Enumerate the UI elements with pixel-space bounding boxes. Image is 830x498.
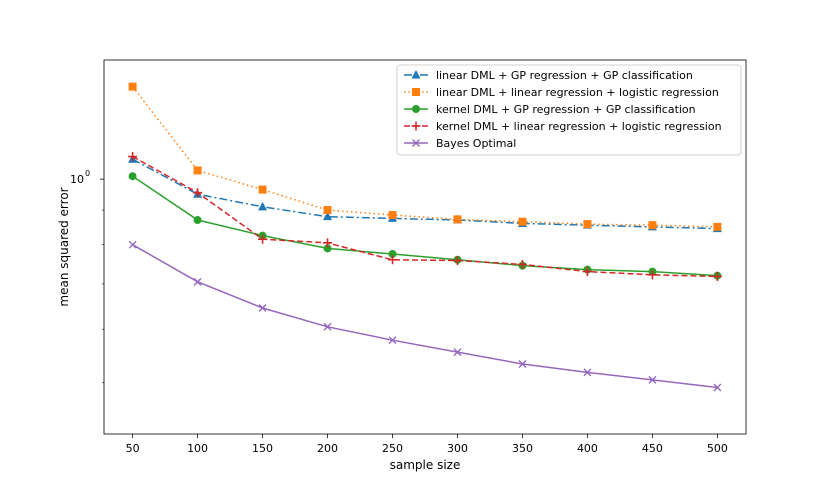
- data-point: [388, 250, 397, 259]
- data-point: [411, 70, 421, 79]
- legend-label: linear DML + GP regression + GP classifi…: [436, 69, 693, 82]
- data-point: [323, 322, 332, 331]
- series-4: [128, 152, 722, 281]
- data-point: [713, 222, 722, 231]
- data-point: [323, 238, 333, 248]
- data-point: [388, 255, 398, 265]
- data-point: [453, 348, 462, 357]
- data-point: [323, 206, 332, 215]
- data-point: [128, 240, 137, 249]
- legend: linear DML + GP regression + GP classifi…: [396, 64, 742, 156]
- x-tick-label: 500: [707, 442, 728, 455]
- x-tick-label: 150: [252, 442, 273, 455]
- data-point: [258, 201, 268, 211]
- data-point: [583, 220, 592, 229]
- data-point: [518, 360, 527, 368]
- data-point: [648, 375, 657, 384]
- legend-label: kernel DML + linear regression + logisti…: [436, 120, 722, 133]
- x-tick-label: 300: [447, 442, 468, 455]
- x-tick-label: 450: [642, 442, 663, 455]
- data-point: [258, 185, 267, 194]
- data-point: [128, 152, 138, 162]
- series-line: [132, 155, 718, 278]
- x-tick-label: 100: [187, 442, 208, 455]
- x-axis-ticks: 50 100 150 200 250 300 350 400 450 500: [126, 434, 728, 455]
- data-point: [323, 211, 333, 221]
- y-axis-label: mean squared error: [57, 187, 71, 306]
- series-5: [128, 240, 722, 392]
- data-point: [388, 336, 397, 345]
- x-tick-label: 250: [382, 442, 403, 455]
- data-point: [712, 271, 722, 281]
- legend-frame: [396, 64, 742, 156]
- legend-label: linear DML + linear regression + logisti…: [436, 86, 719, 99]
- data-point: [128, 82, 137, 91]
- data-point: [193, 166, 202, 175]
- data-point: [412, 88, 420, 96]
- series-2: [128, 82, 722, 231]
- data-point: [258, 234, 268, 244]
- series-line: [132, 158, 718, 230]
- legend-label: kernel DML + GP regression + GP classifi…: [436, 103, 696, 116]
- data-point: [582, 267, 592, 277]
- data-point: [258, 303, 267, 312]
- data-point: [411, 121, 421, 131]
- data-point: [323, 244, 332, 253]
- data-point: [412, 105, 420, 113]
- y-axis-ticks: 10 0: [70, 169, 104, 384]
- data-point: [452, 256, 462, 266]
- data-point: [128, 172, 137, 181]
- data-point: [193, 188, 203, 198]
- x-tick-label: 350: [512, 442, 533, 455]
- series-layer: [128, 82, 722, 392]
- x-tick-label: 50: [126, 442, 140, 455]
- data-point: [412, 139, 420, 147]
- y-tick-exponent: 0: [85, 169, 90, 178]
- legend-label: Bayes Optimal: [436, 137, 516, 150]
- data-point: [193, 277, 202, 286]
- data-point: [517, 259, 527, 269]
- data-point: [583, 368, 592, 377]
- data-point: [193, 216, 202, 225]
- data-point: [713, 383, 722, 392]
- data-point: [388, 211, 397, 220]
- data-point: [647, 270, 657, 280]
- series-line: [132, 86, 718, 228]
- data-point: [648, 221, 657, 230]
- x-tick-label: 400: [577, 442, 598, 455]
- series-line: [132, 244, 718, 389]
- data-point: [518, 217, 527, 226]
- x-tick-label: 200: [317, 442, 338, 455]
- x-axis-label: sample size: [390, 458, 461, 472]
- y-tick-label: 10: [70, 173, 84, 186]
- data-point: [453, 215, 462, 224]
- series-line: [132, 175, 718, 277]
